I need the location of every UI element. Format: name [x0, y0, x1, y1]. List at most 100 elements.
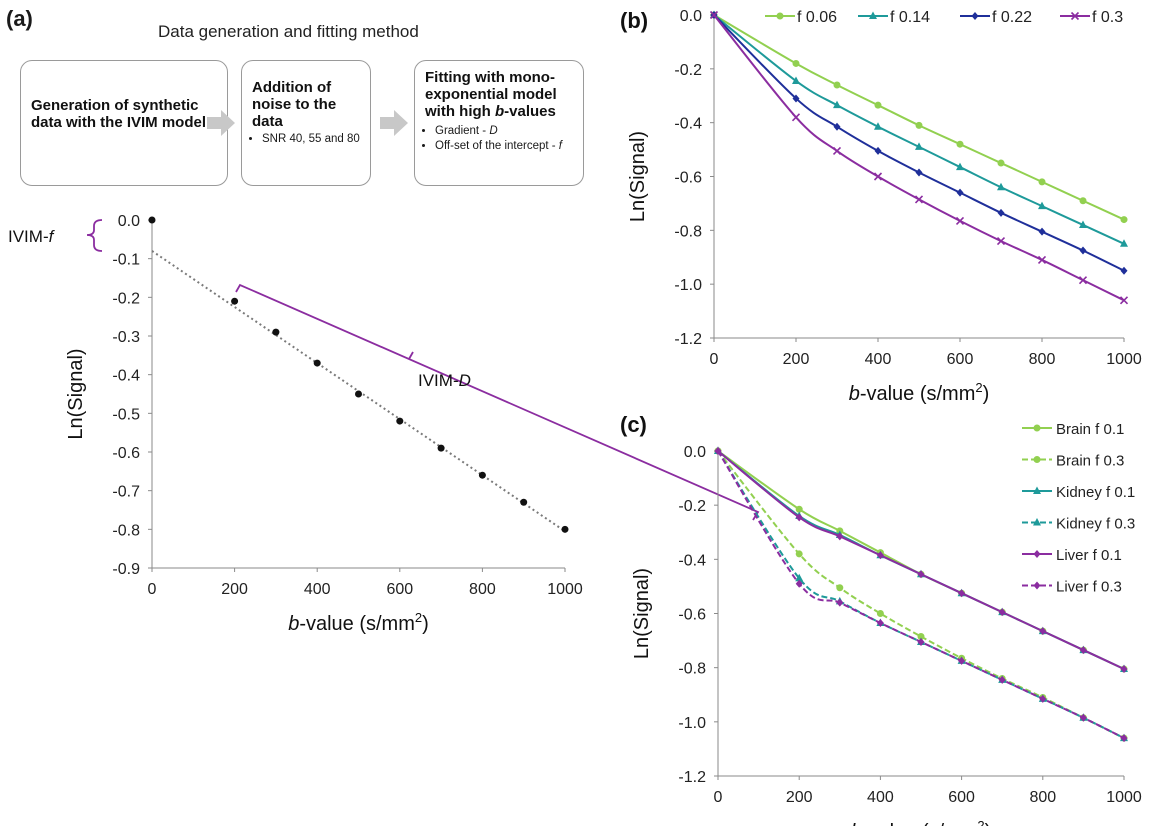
- x-tick-label: 0: [714, 789, 723, 806]
- y-tick-label: -1.0: [674, 277, 702, 294]
- series-marker-3: [793, 114, 800, 121]
- series-marker-0: [998, 160, 1005, 167]
- x-tick-label: 0: [710, 351, 719, 368]
- series-marker-2: [916, 168, 923, 176]
- series-marker-0: [793, 60, 800, 67]
- x-tick-label: 0: [148, 581, 157, 598]
- series-marker-3: [957, 217, 964, 224]
- legend-label: Kidney f 0.1: [1056, 484, 1135, 501]
- series-line-1: [714, 15, 1124, 244]
- y-tick-label: -0.4: [674, 116, 702, 133]
- ivim-d-label: IVIM-D: [418, 371, 471, 390]
- legend-label: f 0.3: [1092, 9, 1123, 26]
- x-tick-label: 600: [947, 351, 974, 368]
- y-tick-label: -0.6: [112, 445, 140, 462]
- series-marker-2: [875, 147, 882, 155]
- data-point: [272, 329, 279, 336]
- y-tick-label: -0.7: [112, 484, 140, 501]
- series-marker-3: [998, 238, 1005, 245]
- x-tick-label: 200: [221, 581, 248, 598]
- panel-label-b: (b): [620, 8, 648, 33]
- data-point: [479, 472, 486, 479]
- y-tick-label: 0.0: [118, 213, 140, 230]
- x-tick-label: 800: [469, 581, 496, 598]
- y-axis-label: Ln(Signal): [65, 348, 87, 439]
- series-marker-3: [834, 147, 841, 154]
- series-marker-2: [957, 189, 964, 197]
- series-line-0: [714, 15, 1124, 220]
- y-tick-label: -0.3: [112, 329, 140, 346]
- y-tick-label: -0.8: [674, 223, 702, 240]
- series-line-3: [714, 15, 1124, 300]
- x-tick-label: 800: [1029, 789, 1056, 806]
- ivim-f-bracket: [87, 220, 102, 251]
- legend-marker: [972, 12, 979, 20]
- x-tick-label: 200: [783, 351, 810, 368]
- series-marker-2: [998, 209, 1005, 217]
- y-tick-label: -0.5: [112, 406, 140, 423]
- x-tick-label: 400: [865, 351, 892, 368]
- y-tick-label: -0.2: [112, 290, 140, 307]
- y-tick-label: -0.8: [112, 522, 140, 539]
- legend-label: Brain f 0.1: [1056, 421, 1124, 438]
- panel-label-c: (c): [620, 412, 647, 437]
- y-tick-label: -0.4: [112, 368, 140, 385]
- series-marker-2: [1080, 247, 1087, 255]
- series-marker-2: [1039, 228, 1046, 236]
- legend-marker: [1034, 582, 1041, 590]
- legend-marker: [1034, 456, 1041, 463]
- y-axis-label: Ln(Signal): [627, 131, 649, 222]
- legend-label: f 0.06: [797, 9, 837, 26]
- legend-label: Liver f 0.1: [1056, 547, 1122, 564]
- legend-label: Brain f 0.3: [1056, 453, 1124, 470]
- y-tick-label: -0.9: [112, 561, 140, 578]
- data-point: [231, 298, 238, 305]
- series-marker-1: [796, 550, 803, 557]
- series-marker-1: [877, 610, 884, 617]
- series-marker-0: [875, 102, 882, 109]
- data-point: [438, 445, 445, 452]
- y-tick-label: -0.4: [678, 552, 706, 569]
- series-marker-0: [1080, 197, 1087, 204]
- series-marker-2: [834, 123, 841, 131]
- x-tick-label: 1000: [1106, 351, 1142, 368]
- y-tick-label: -0.1: [112, 252, 140, 269]
- series-marker-0: [834, 81, 841, 88]
- series-marker-1: [836, 584, 843, 591]
- series-marker-0: [957, 141, 964, 148]
- y-tick-label: 0.0: [680, 8, 702, 25]
- y-tick-label: -0.6: [678, 607, 706, 624]
- y-tick-label: -0.8: [678, 661, 706, 678]
- data-point: [520, 499, 527, 506]
- legend-label: f 0.22: [992, 9, 1032, 26]
- legend-marker: [1034, 425, 1041, 432]
- y-tick-label: -1.2: [674, 331, 702, 348]
- legend-marker: [1034, 550, 1041, 558]
- x-tick-label: 400: [304, 581, 331, 598]
- data-point: [314, 360, 321, 367]
- series-marker-0: [1039, 178, 1046, 185]
- legend-label: Liver f 0.3: [1056, 579, 1122, 596]
- series-marker-2: [1121, 267, 1128, 275]
- series-marker-0: [916, 122, 923, 129]
- series-marker-3: [1121, 297, 1128, 304]
- y-tick-label: -0.6: [674, 170, 702, 187]
- x-tick-label: 800: [1029, 351, 1056, 368]
- series-marker-3: [916, 196, 923, 203]
- x-tick-label: 1000: [1106, 789, 1142, 806]
- series-marker-1: [792, 76, 800, 84]
- x-tick-label: 400: [867, 789, 894, 806]
- y-axis-label: Ln(Signal): [631, 568, 653, 659]
- data-point: [396, 418, 403, 425]
- x-tick-label: 600: [948, 789, 975, 806]
- legend-label: f 0.14: [890, 9, 930, 26]
- data-point: [562, 526, 569, 533]
- y-tick-label: -0.2: [674, 62, 702, 79]
- legend-marker: [777, 13, 784, 20]
- x-axis-label: b-value (s/mm2): [849, 380, 990, 405]
- series-marker-3: [875, 173, 882, 180]
- y-tick-label: -1.0: [678, 715, 706, 732]
- series-marker-5: [836, 599, 843, 607]
- x-axis-label: b-value (s/mm2): [288, 610, 429, 635]
